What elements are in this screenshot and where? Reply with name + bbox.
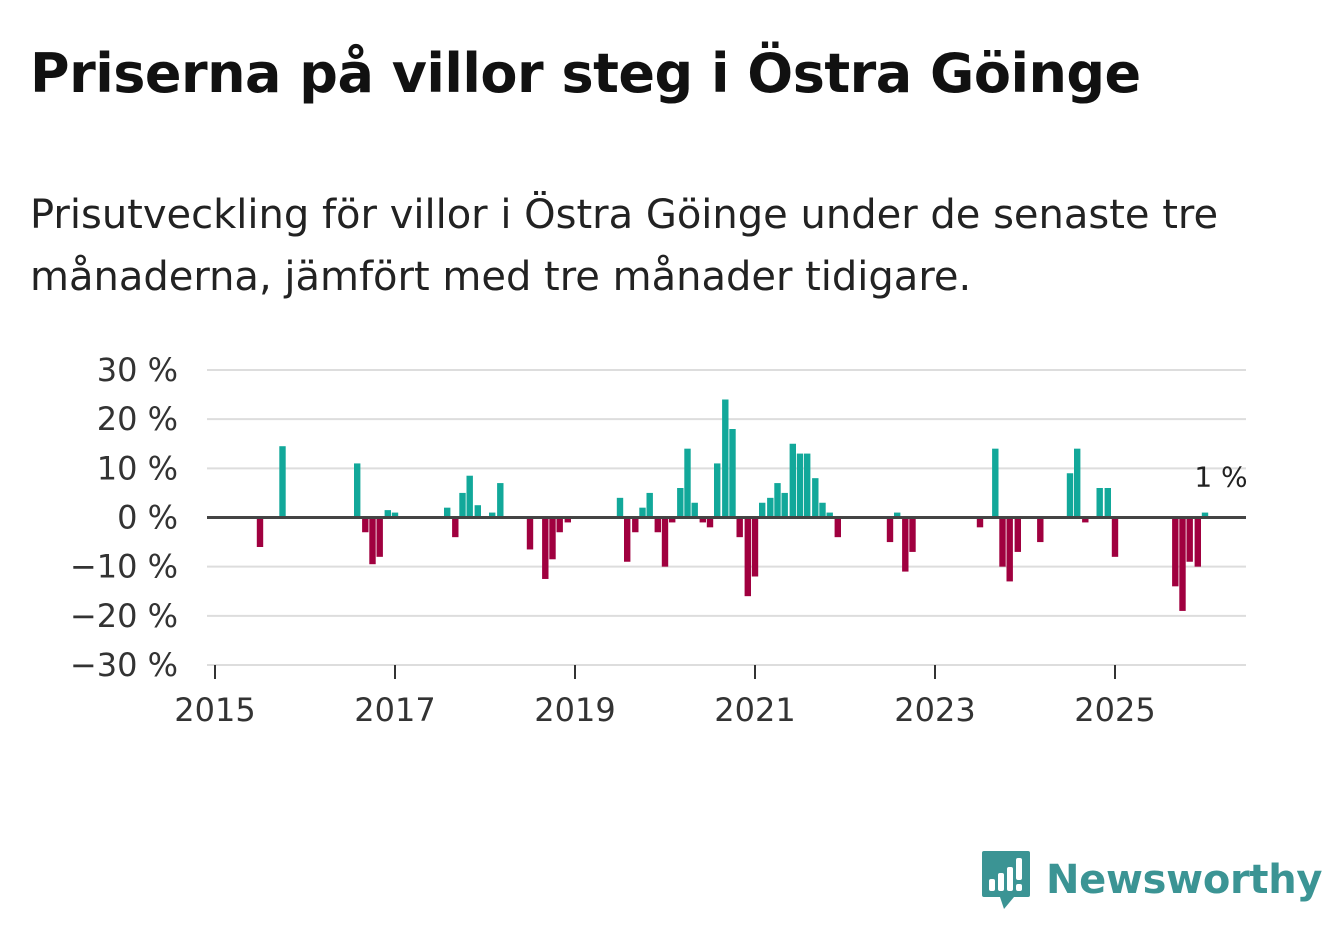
bar	[542, 517, 549, 579]
bar	[976, 517, 984, 528]
bar	[992, 448, 999, 518]
bar	[834, 517, 841, 538]
x-tick-label: 2021	[714, 691, 795, 729]
bar	[489, 512, 496, 518]
bar	[256, 517, 264, 547]
y-tick-label: 20 %	[97, 400, 178, 438]
newsworthy-bar-chart-icon	[982, 851, 1030, 909]
bar	[444, 507, 451, 518]
bar	[819, 502, 826, 518]
bar	[751, 517, 759, 577]
bar	[729, 429, 736, 518]
bar	[826, 512, 833, 518]
bar	[1006, 517, 1013, 582]
bar	[384, 510, 391, 518]
bar	[1201, 512, 1209, 518]
bar	[279, 446, 286, 518]
y-tick-label: −30 %	[70, 646, 178, 684]
bar	[722, 399, 729, 518]
bar	[369, 517, 376, 565]
bar	[474, 505, 481, 518]
bar	[376, 517, 383, 557]
bar	[632, 517, 639, 533]
bar	[1037, 517, 1044, 543]
bar	[789, 443, 796, 518]
bar	[774, 483, 781, 518]
bar	[1194, 517, 1201, 567]
y-tick-label: −10 %	[70, 548, 178, 586]
bar	[497, 483, 504, 518]
bar	[999, 517, 1006, 567]
bar	[362, 517, 369, 533]
bar	[812, 478, 819, 518]
bar	[759, 502, 766, 518]
bar	[1082, 517, 1089, 523]
bar	[1179, 517, 1186, 611]
bar	[796, 453, 804, 518]
bar	[654, 517, 661, 533]
bar	[1014, 517, 1021, 552]
bar	[744, 517, 751, 597]
bar	[1096, 488, 1103, 518]
brand-name: Newsworthy	[1046, 857, 1322, 903]
bar	[1172, 517, 1179, 587]
y-tick-label: 0 %	[117, 499, 178, 537]
bar	[902, 517, 909, 572]
bar	[646, 492, 653, 518]
y-tick-label: 10 %	[97, 449, 178, 487]
bar	[684, 448, 691, 518]
bar	[699, 517, 706, 523]
y-axis-labels: −30 % −20 % −10 % 0 % 10 % 20 % 30 %	[70, 351, 178, 684]
bar	[549, 517, 556, 560]
bar	[556, 517, 563, 533]
bar	[526, 517, 534, 550]
bar	[616, 497, 624, 518]
x-tick-label: 2017	[354, 691, 435, 729]
bar	[624, 517, 631, 562]
bar	[736, 517, 743, 538]
bar	[714, 463, 721, 518]
bar	[886, 517, 894, 543]
bar	[466, 475, 473, 518]
latest-value-label: 1 %	[1194, 461, 1247, 494]
newsworthy-logo: Newsworthy	[980, 848, 1322, 912]
bar	[1066, 473, 1074, 518]
bar	[452, 517, 459, 538]
bar-chart: −30 %−20 %−10 %0 %10 %20 %30 % 2015 2017 2…	[70, 351, 1248, 729]
bar	[781, 492, 788, 518]
bar	[894, 512, 901, 518]
bar	[661, 517, 669, 567]
bar	[669, 517, 676, 523]
bar	[767, 497, 774, 518]
bar	[354, 463, 361, 518]
bar	[1186, 517, 1193, 562]
y-tick-label: 30 %	[97, 351, 178, 389]
x-tick-label: 2025	[1074, 691, 1155, 729]
y-tick-label: −20 %	[70, 597, 178, 635]
chart-title: Priserna på villor steg i Östra Göinge	[30, 42, 1141, 105]
chart-subtitle: Prisutveckling för villor i Östra Göinge…	[30, 192, 1219, 300]
x-axis-ticks: 2015 2017 2019 2021 2023 2025	[174, 665, 1156, 729]
bar	[391, 512, 399, 518]
bar	[459, 492, 466, 518]
bar	[564, 517, 571, 523]
bar	[1104, 488, 1111, 518]
bar	[1074, 448, 1081, 518]
x-tick-label: 2023	[894, 691, 975, 729]
x-tick-label: 2019	[534, 691, 615, 729]
bar	[706, 517, 714, 528]
bar	[639, 507, 646, 518]
bar	[691, 502, 698, 518]
bar	[909, 517, 916, 552]
bar	[1111, 517, 1119, 557]
bar	[804, 453, 811, 518]
bars	[256, 399, 1209, 611]
x-tick-label: 2015	[174, 691, 255, 729]
bar	[677, 488, 684, 518]
